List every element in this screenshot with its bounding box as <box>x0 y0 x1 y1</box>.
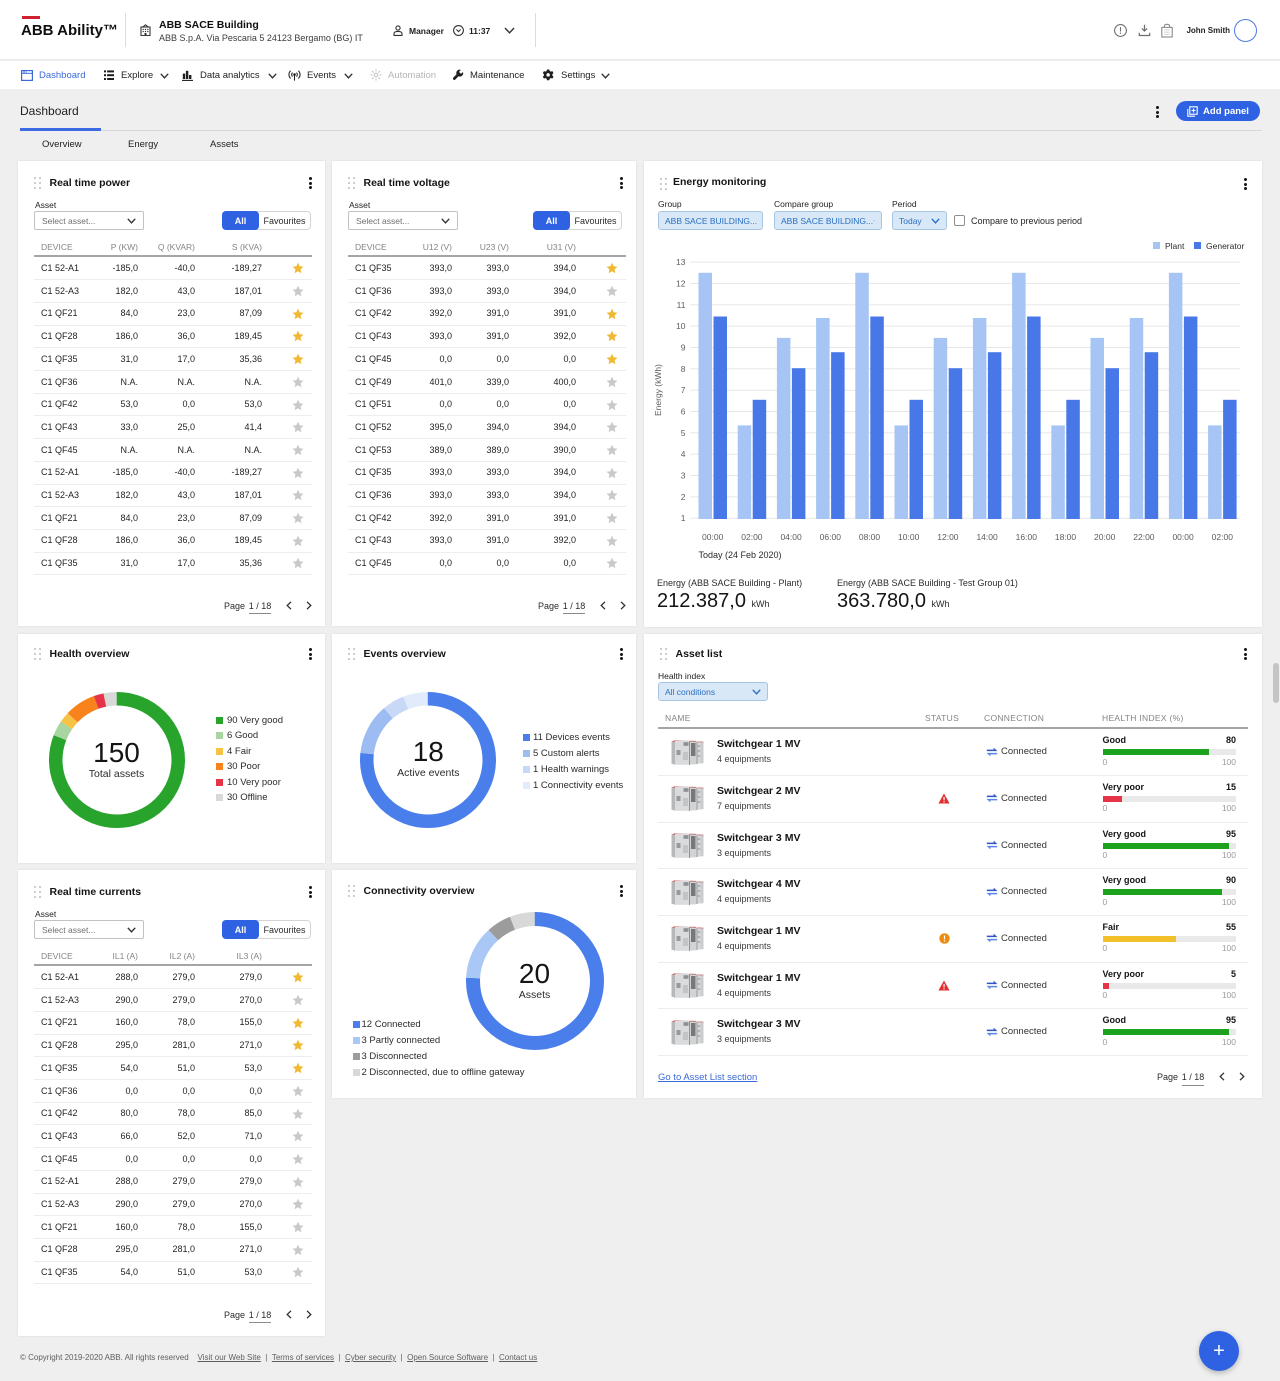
svg-text:16:00: 16:00 <box>1016 532 1038 542</box>
svg-text:1: 1 <box>681 513 686 523</box>
svg-text:7: 7 <box>681 385 686 395</box>
svg-text:18:00: 18:00 <box>1055 532 1077 542</box>
svg-text:20:00: 20:00 <box>1094 532 1116 542</box>
svg-text:3: 3 <box>681 471 686 481</box>
svg-text:00:00: 00:00 <box>702 532 724 542</box>
svg-text:06:00: 06:00 <box>820 532 842 542</box>
svg-text:5: 5 <box>681 428 686 438</box>
svg-text:12: 12 <box>676 279 686 289</box>
svg-text:Energy (kWh): Energy (kWh) <box>653 364 663 416</box>
svg-text:6: 6 <box>681 407 686 417</box>
svg-text:10: 10 <box>676 321 686 331</box>
svg-text:02:00: 02:00 <box>741 532 763 542</box>
svg-text:13: 13 <box>676 257 686 267</box>
svg-text:9: 9 <box>681 343 686 353</box>
svg-text:22:00: 22:00 <box>1133 532 1155 542</box>
svg-text:12:00: 12:00 <box>937 532 959 542</box>
svg-text:4: 4 <box>681 449 686 459</box>
svg-text:11: 11 <box>677 300 686 310</box>
svg-text:8: 8 <box>681 364 686 374</box>
svg-text:00:00: 00:00 <box>1172 532 1194 542</box>
svg-text:10:00: 10:00 <box>898 532 920 542</box>
svg-text:Today (24 Feb 2020): Today (24 Feb 2020) <box>699 550 782 560</box>
svg-text:04:00: 04:00 <box>780 532 802 542</box>
svg-text:2: 2 <box>681 492 686 502</box>
svg-text:02:00: 02:00 <box>1212 532 1234 542</box>
svg-text:08:00: 08:00 <box>859 532 881 542</box>
svg-text:14:00: 14:00 <box>976 532 998 542</box>
